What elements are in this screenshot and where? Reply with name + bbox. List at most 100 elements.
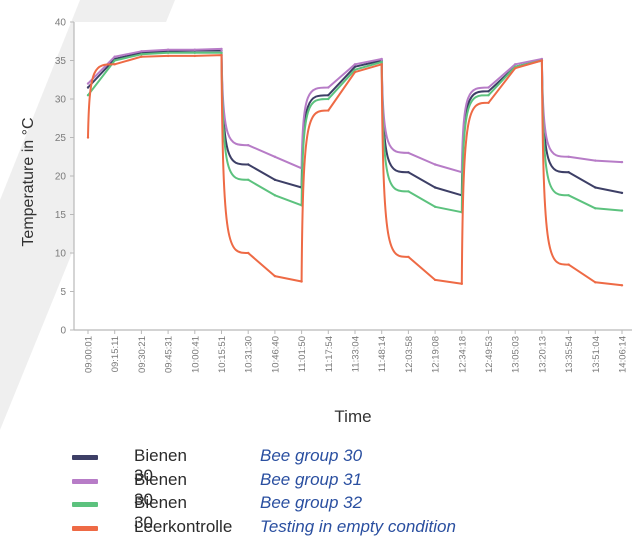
- data-point: [166, 51, 170, 54]
- x-tick-label: 09:15:11: [110, 336, 121, 372]
- series-lines: [86, 47, 624, 287]
- data-point: [247, 251, 250, 255]
- data-point: [273, 155, 277, 158]
- data-point: [487, 86, 490, 89]
- data-point: [113, 59, 116, 62]
- tick-labels: 0 5 10 15 20 25 30 35 40 09:00:01 09:15:11 09:30:21…: [55, 18, 629, 373]
- data-point: [567, 194, 570, 197]
- data-point: [273, 178, 277, 181]
- data-point: [353, 70, 357, 74]
- y-tick-label: 20: [55, 172, 67, 183]
- data-point: [353, 63, 357, 66]
- x-tick-label: 14:06:14: [618, 336, 629, 373]
- axes: [70, 21, 632, 334]
- data-point: [620, 284, 624, 287]
- x-tick-label: 11:48:14: [377, 336, 388, 372]
- data-point: [407, 255, 410, 259]
- data-point: [193, 51, 196, 54]
- x-tick-label: 10:15:51: [217, 336, 228, 373]
- data-point: [514, 67, 517, 70]
- legend-label-en: Bee group 30: [260, 446, 363, 465]
- x-tick-label: 10:46:40: [270, 336, 281, 373]
- data-point: [86, 94, 90, 97]
- x-tick-label: 13:35:54: [564, 336, 575, 373]
- data-point: [380, 63, 383, 66]
- data-point: [380, 60, 383, 64]
- data-point: [220, 53, 223, 57]
- x-tick-label: 10:31:30: [244, 336, 255, 373]
- y-tick-label: 15: [55, 210, 67, 221]
- data-point: [433, 186, 437, 189]
- data-point: [620, 160, 624, 164]
- data-point: [86, 86, 90, 89]
- y-tick-label: 10: [55, 249, 67, 260]
- x-tick-label: 12:19:08: [431, 336, 442, 373]
- data-point: [273, 274, 277, 278]
- x-tick-label: 13:05:03: [511, 336, 522, 373]
- data-point: [460, 282, 463, 285]
- data-point: [407, 171, 410, 174]
- data-point: [300, 280, 303, 283]
- data-point: [380, 57, 383, 61]
- data-point: [113, 55, 116, 58]
- data-point: [220, 47, 223, 51]
- x-tick-label: 12:34:18: [457, 336, 468, 373]
- data-point: [140, 55, 143, 58]
- data-point: [166, 54, 170, 58]
- data-point: [540, 59, 544, 62]
- y-axis-label: Temperature in °C: [20, 117, 37, 246]
- legend-label-de: Bienen 30: [134, 446, 187, 485]
- x-tick-label: 11:01:50: [297, 336, 308, 372]
- x-tick-label: 09:45:31: [164, 336, 175, 373]
- y-tick-label: 5: [60, 287, 66, 298]
- data-point: [327, 97, 330, 101]
- legend-label-en: Bee group 31: [260, 469, 363, 489]
- y-tick-label: 30: [55, 95, 67, 106]
- legend-swatch-icon: [72, 525, 98, 531]
- data-point: [620, 191, 624, 195]
- data-point: [193, 48, 196, 51]
- data-point: [487, 90, 490, 93]
- legend-label-en: Testing in empty condition: [260, 516, 456, 536]
- x-axis-label: Time: [334, 407, 371, 426]
- data-point: [594, 159, 597, 162]
- x-tick-label: 11:17:54: [324, 336, 335, 372]
- legend-label-en: Bee group 32: [260, 493, 363, 512]
- data-point: [594, 186, 597, 189]
- data-point: [247, 163, 250, 166]
- legend-swatch-icon: [72, 478, 98, 484]
- data-point: [327, 109, 330, 112]
- data-point: [567, 171, 570, 174]
- x-tick-label: 10:00:41: [190, 336, 201, 373]
- data-point: [86, 136, 90, 139]
- data-point: [620, 209, 624, 212]
- data-point: [327, 94, 330, 97]
- legend-label-de: Leerkontrolle: [134, 516, 233, 536]
- data-point: [140, 50, 143, 53]
- data-point: [433, 205, 437, 208]
- x-tick-label: 09:00:01: [84, 336, 95, 373]
- data-point: [594, 281, 597, 284]
- legend-swatch-icon: [72, 502, 98, 507]
- data-point: [166, 48, 170, 51]
- data-point: [433, 163, 437, 166]
- x-tick-label: 09:30:21: [137, 336, 148, 373]
- data-point: [327, 86, 330, 89]
- data-point: [140, 53, 143, 56]
- x-tick-label: 11:33:04: [351, 336, 362, 372]
- data-point: [514, 63, 517, 66]
- x-tick-label: 12:03:58: [404, 336, 415, 373]
- y-tick-label: 40: [55, 18, 67, 29]
- data-point: [113, 63, 116, 66]
- x-tick-label: 13:20:13: [537, 336, 548, 373]
- x-tick-label: 13:51:04: [591, 336, 602, 373]
- data-point: [353, 68, 357, 71]
- y-tick-label: 25: [55, 133, 67, 144]
- data-point: [247, 144, 250, 147]
- data-point: [86, 82, 90, 85]
- legend-swatch-icon: [72, 455, 98, 460]
- data-point: [487, 94, 490, 97]
- data-point: [594, 207, 597, 210]
- data-point: [487, 101, 490, 105]
